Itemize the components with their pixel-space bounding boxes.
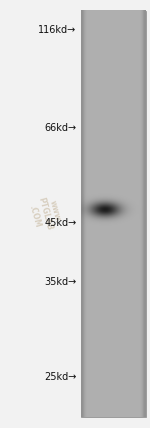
Text: 45kd→: 45kd→ bbox=[44, 217, 76, 228]
Bar bbox=[81, 11, 146, 417]
Text: www.
PTGLAB
.COM: www. PTGLAB .COM bbox=[26, 194, 64, 234]
Text: 25kd→: 25kd→ bbox=[44, 372, 76, 382]
Text: 35kd→: 35kd→ bbox=[44, 277, 76, 288]
Text: 66kd→: 66kd→ bbox=[44, 123, 76, 134]
Text: 116kd→: 116kd→ bbox=[38, 25, 76, 35]
